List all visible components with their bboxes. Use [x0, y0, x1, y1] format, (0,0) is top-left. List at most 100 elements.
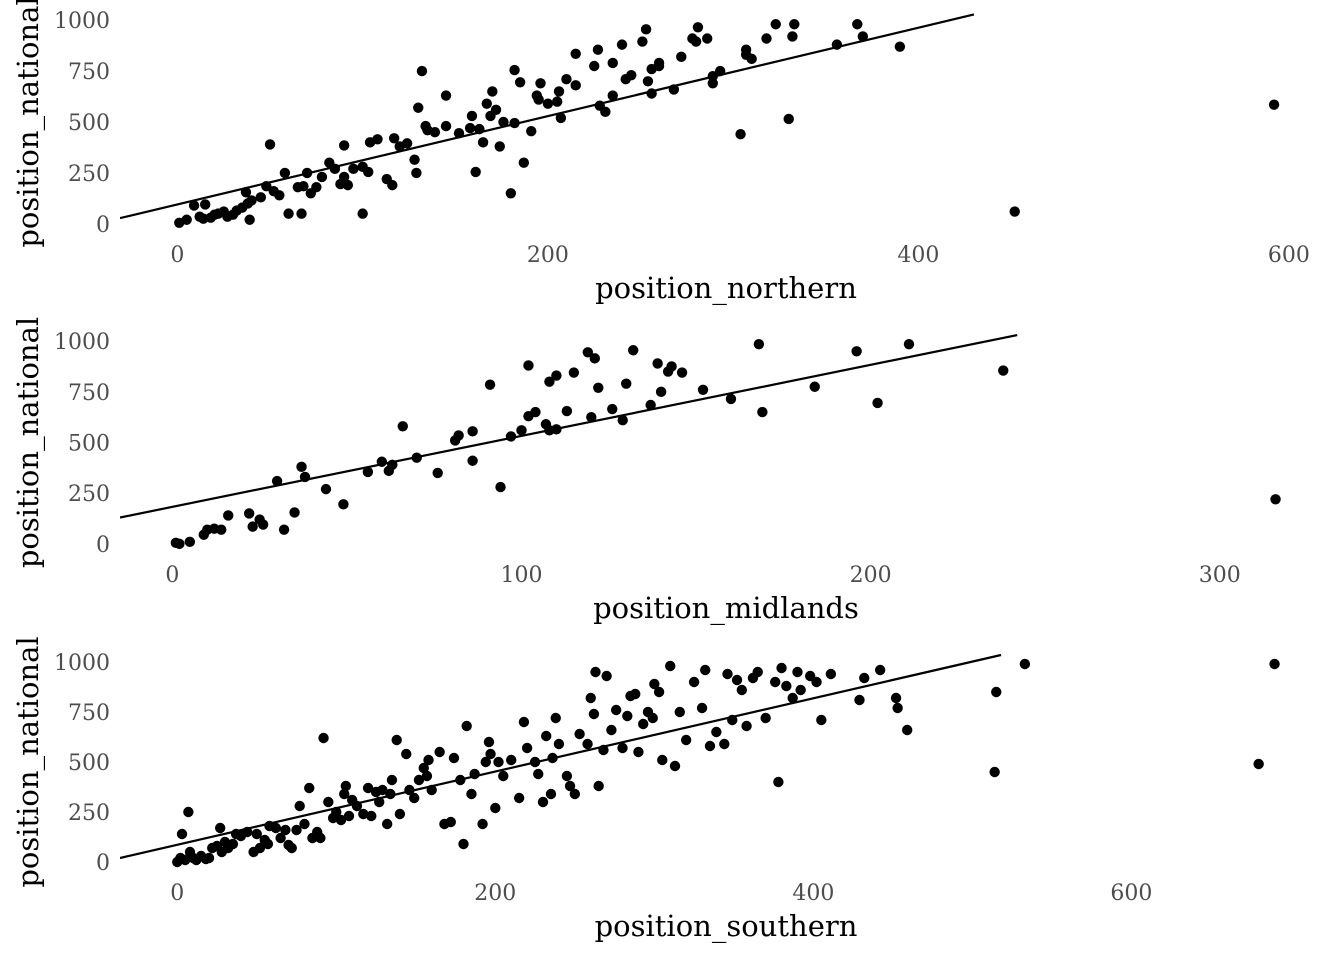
point — [470, 166, 481, 178]
point — [506, 754, 517, 766]
point — [338, 140, 350, 151]
point — [545, 788, 557, 800]
point — [181, 214, 192, 225]
point — [669, 760, 681, 772]
point — [892, 702, 903, 714]
point — [741, 720, 752, 732]
point — [1270, 494, 1281, 505]
point — [586, 411, 597, 423]
point — [483, 736, 495, 748]
point — [746, 53, 757, 65]
point — [254, 842, 266, 854]
point — [561, 74, 572, 85]
point — [903, 338, 915, 350]
point — [271, 475, 283, 487]
fit-line — [120, 653, 1002, 860]
point — [514, 77, 526, 88]
point — [857, 31, 869, 42]
point — [789, 19, 800, 30]
point — [279, 167, 291, 179]
point — [318, 732, 329, 744]
point — [480, 756, 491, 768]
point — [223, 510, 234, 521]
x-tick-label: 600 — [1268, 243, 1310, 268]
point — [385, 788, 396, 800]
point — [387, 459, 398, 470]
point — [440, 120, 452, 132]
point — [649, 678, 660, 690]
point — [509, 117, 520, 129]
point — [589, 353, 600, 364]
point — [304, 782, 315, 794]
point — [513, 792, 525, 804]
y-tick-label: 0 — [96, 851, 110, 876]
point — [626, 69, 637, 81]
point — [601, 670, 612, 682]
point — [445, 816, 456, 828]
y-axis-title: position_national — [11, 0, 46, 248]
point — [781, 680, 792, 692]
x-tick-label: 400 — [792, 881, 834, 906]
point — [544, 376, 555, 387]
point — [707, 78, 718, 89]
point — [394, 808, 406, 820]
point — [787, 692, 798, 704]
point — [590, 666, 601, 678]
point — [547, 752, 558, 764]
point — [490, 802, 501, 814]
point — [509, 64, 520, 76]
point — [668, 84, 680, 95]
point — [423, 754, 434, 766]
point — [485, 748, 496, 760]
point — [859, 672, 870, 684]
point — [593, 382, 604, 393]
point — [409, 792, 420, 804]
point — [537, 796, 549, 808]
point — [498, 116, 509, 128]
point — [323, 796, 334, 808]
point — [722, 668, 733, 680]
point — [183, 806, 194, 818]
point — [255, 192, 266, 203]
point — [770, 676, 781, 688]
point — [262, 838, 274, 850]
point — [697, 384, 709, 395]
point — [551, 96, 563, 107]
point — [852, 19, 863, 30]
point — [585, 692, 596, 704]
point — [795, 684, 806, 696]
point — [783, 113, 794, 125]
point — [1019, 658, 1031, 670]
point — [760, 712, 771, 724]
point — [214, 822, 226, 834]
point — [1268, 99, 1280, 110]
point — [426, 784, 437, 796]
y-tick-label: 500 — [68, 111, 110, 136]
point — [607, 403, 618, 415]
point — [246, 195, 257, 206]
x-tick-label: 300 — [1199, 563, 1241, 588]
point — [469, 768, 480, 780]
point — [564, 780, 576, 792]
point — [642, 76, 654, 87]
x-axis-title: position_midlands — [593, 591, 859, 626]
point — [714, 65, 726, 77]
point — [270, 822, 282, 834]
point — [316, 171, 328, 183]
point — [240, 187, 252, 198]
point — [588, 708, 600, 720]
point — [242, 826, 253, 838]
point — [386, 774, 398, 786]
point — [409, 154, 420, 165]
point — [569, 788, 581, 800]
point — [607, 57, 618, 69]
point — [477, 818, 488, 830]
point — [180, 854, 191, 866]
point — [617, 415, 628, 426]
y-tick-label: 250 — [68, 801, 110, 826]
point — [692, 22, 704, 33]
point — [421, 770, 433, 782]
point — [727, 714, 738, 726]
y-tick-label: 500 — [68, 432, 110, 457]
